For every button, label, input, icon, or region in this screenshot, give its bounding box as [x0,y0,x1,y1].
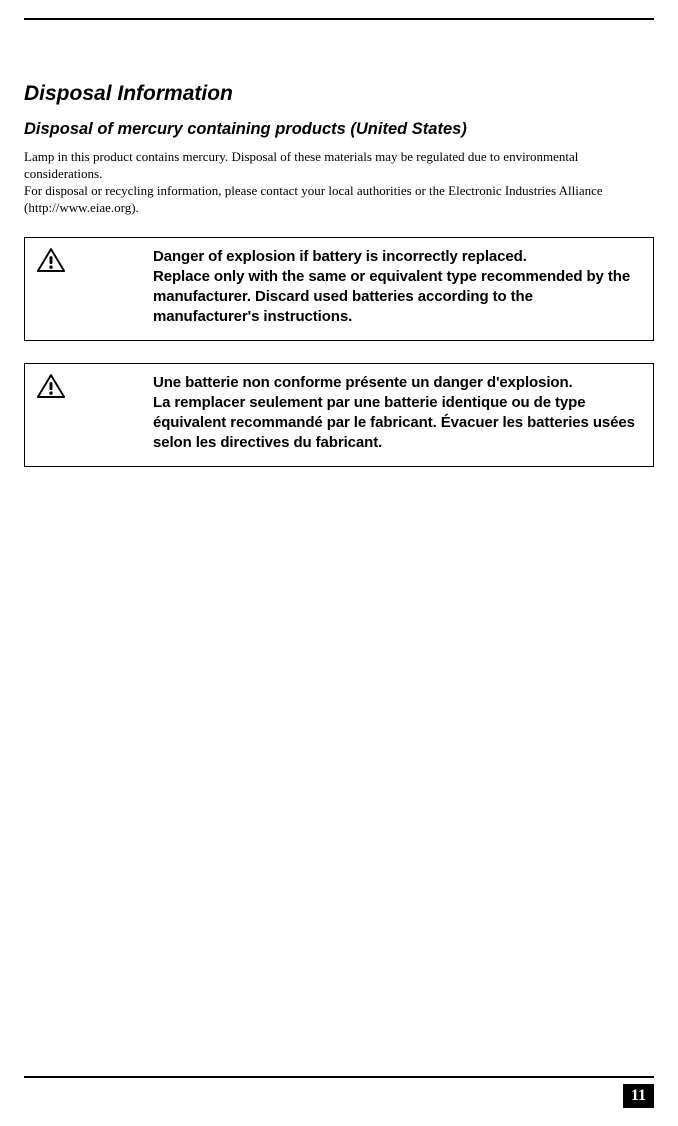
warning-icon [37,386,65,403]
top-rule [24,18,654,20]
warning-box-en: Danger of explosion if battery is incorr… [24,237,654,341]
warning-icon-cell [25,238,153,340]
warning-box-fr: Une batterie non conforme présente un da… [24,363,654,467]
warning-text-en: Danger of explosion if battery is incorr… [153,238,653,340]
page-footer: 11 [24,1076,654,1108]
page-number: 11 [623,1084,654,1108]
subsection-title: Disposal of mercury containing products … [24,120,654,139]
body-paragraph: Lamp in this product contains mercury. D… [24,149,654,217]
warning-text-fr: Une batterie non conforme présente un da… [153,364,653,466]
warning-icon-cell [25,364,153,466]
warning-icon [37,260,65,277]
section-title: Disposal Information [24,82,654,106]
footer-rule [24,1076,654,1078]
